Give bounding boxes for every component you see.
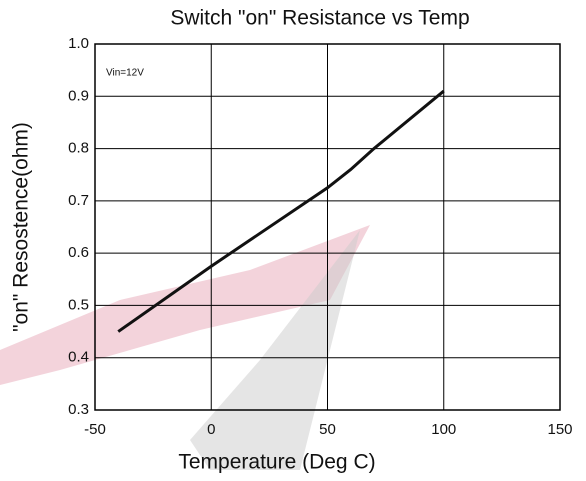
y-tick-label: 0.8: [68, 140, 89, 157]
x-axis-label: Temperature (Deg C): [178, 451, 375, 474]
x-tick-label: -50: [84, 421, 106, 438]
y-axis-label: "on" Resostence(ohm): [10, 122, 33, 332]
plot-border: [94, 43, 561, 411]
x-tick-label: 50: [319, 421, 336, 438]
y-tick-label: 1.0: [68, 35, 89, 52]
annotation: Vin=12V: [106, 68, 144, 79]
x-tick-label: 150: [547, 421, 572, 438]
y-tick-label: 0.4: [68, 349, 89, 366]
chart-title: Switch "on" Resistance vs Temp: [170, 7, 469, 30]
x-tick-label: 100: [431, 421, 456, 438]
x-tick-label: 0: [207, 421, 215, 438]
y-tick-label: 0.5: [68, 296, 89, 313]
y-tick-label: 0.3: [68, 401, 89, 418]
y-tick-label: 0.9: [68, 87, 89, 104]
y-tick-label: 0.6: [68, 244, 89, 261]
y-tick-label: 0.7: [68, 192, 89, 209]
data-line: [117, 89, 445, 333]
